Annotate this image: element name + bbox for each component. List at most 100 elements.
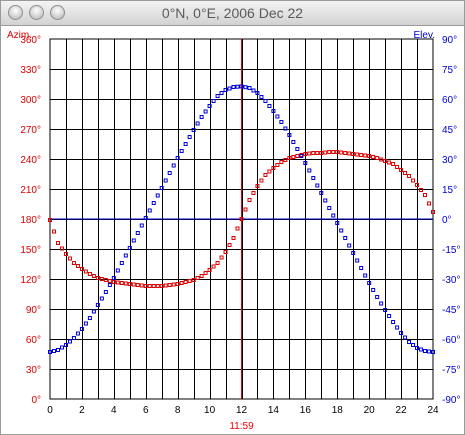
- azimuth-point: [407, 174, 412, 178]
- hour-tick-label: 10: [204, 405, 216, 416]
- azimuth-point: [123, 281, 128, 286]
- azimuth-point: [191, 278, 196, 282]
- elevation-point: [371, 288, 376, 292]
- elevation-point: [263, 99, 268, 103]
- azimuth-point: [359, 153, 364, 157]
- elevation-tick-label: -30°: [442, 275, 460, 286]
- azimuth-point: [395, 165, 400, 169]
- azimuth-point: [239, 217, 244, 221]
- elevation-point: [331, 213, 336, 218]
- elevation-point: [199, 115, 204, 119]
- current-time-label: 11:59: [229, 421, 254, 432]
- elevation-point: [419, 347, 424, 352]
- elevation-point: [123, 253, 128, 258]
- elevation-point: [335, 221, 340, 225]
- azimuth-point: [347, 151, 352, 156]
- elevation-point: [355, 258, 360, 263]
- elevation-tick-label: -75°: [442, 365, 460, 376]
- azimuth-point: [427, 201, 432, 206]
- elevation-point: [379, 301, 384, 306]
- azimuth-point: [95, 276, 100, 280]
- azimuth-point: [315, 151, 320, 155]
- elevation-point: [251, 88, 256, 93]
- zoom-button[interactable]: [50, 5, 65, 20]
- elevation-tick-label: -90°: [442, 395, 460, 406]
- elevation-point: [287, 133, 292, 137]
- elevation-axis-label: Elev.: [414, 30, 436, 41]
- azimuth-point: [167, 283, 172, 287]
- elevation-point: [151, 201, 156, 205]
- elevation-point: [95, 303, 100, 307]
- azimuth-tick-label: 210°: [20, 185, 41, 196]
- azimuth-point: [71, 261, 76, 265]
- elevation-point: [223, 88, 228, 92]
- elevation-point: [235, 84, 240, 89]
- hour-tick-label: 0: [47, 405, 53, 416]
- hour-tick-label: 14: [268, 405, 280, 416]
- azimuth-point: [243, 207, 248, 212]
- elevation-point: [271, 109, 276, 113]
- minimize-button[interactable]: [29, 5, 44, 20]
- azimuth-point: [231, 236, 236, 240]
- azimuth-point: [51, 229, 56, 234]
- elevation-point: [231, 85, 236, 89]
- azimuth-point: [399, 168, 404, 172]
- azimuth-point: [411, 178, 416, 183]
- elevation-point: [295, 147, 300, 151]
- hour-tick-label: 24: [427, 405, 439, 416]
- elevation-point: [427, 349, 432, 354]
- elevation-point: [391, 320, 396, 324]
- azimuth-tick-label: 270°: [20, 125, 41, 136]
- elevation-point: [323, 198, 328, 203]
- title-bar: 0°N, 0°E, 2006 Dec 22: [1, 1, 464, 26]
- elevation-point: [187, 135, 192, 139]
- elevation-tick-label: -60°: [442, 335, 460, 346]
- azimuth-point: [311, 151, 316, 155]
- elevation-point: [159, 186, 164, 190]
- azimuth-tick-label: 330°: [20, 65, 41, 76]
- azimuth-point: [423, 193, 428, 197]
- elevation-tick-label: 15°: [442, 185, 457, 196]
- azimuth-point: [55, 241, 60, 245]
- azimuth-point: [223, 250, 228, 254]
- elevation-tick-label: 60°: [442, 95, 457, 106]
- elevation-point: [311, 176, 316, 180]
- hour-tick-label: 6: [143, 405, 149, 416]
- elevation-point: [111, 276, 116, 280]
- elevation-point: [291, 140, 296, 144]
- azimuth-point: [267, 169, 272, 174]
- azimuth-axis-label: Azim.: [7, 30, 32, 41]
- elevation-tick-label: -15°: [442, 245, 460, 256]
- elevation-point: [387, 314, 392, 318]
- elevation-point: [215, 94, 220, 98]
- elevation-point: [275, 114, 280, 119]
- azimuth-point: [155, 284, 160, 288]
- close-button[interactable]: [8, 5, 23, 20]
- azimuth-axis-ticks: 0° 30° 60° 90° 120° 150° 180° 210° 240° 270° 300° 3…: [20, 35, 41, 406]
- azimuth-point: [139, 283, 144, 288]
- elevation-point: [59, 345, 64, 350]
- elevation-point: [319, 191, 324, 195]
- azimuth-point: [171, 282, 176, 287]
- hour-tick-label: 8: [175, 405, 181, 416]
- azimuth-point: [235, 226, 240, 231]
- azimuth-point: [247, 198, 252, 202]
- azimuth-point: [87, 272, 92, 276]
- azimuth-point: [143, 284, 148, 288]
- azimuth-point: [215, 261, 220, 265]
- azimuth-point: [195, 276, 200, 280]
- elevation-tick-label: -45°: [442, 305, 460, 316]
- azimuth-point: [295, 154, 300, 158]
- azimuth-point: [391, 162, 396, 166]
- elevation-point: [163, 178, 168, 183]
- elevation-point: [283, 126, 288, 131]
- azimuth-tick-label: 360°: [20, 35, 41, 46]
- elevation-point: [267, 104, 272, 108]
- azimuth-point: [283, 158, 288, 162]
- azimuth-point: [339, 150, 344, 155]
- azimuth-point: [323, 150, 328, 155]
- azimuth-tick-label: 120°: [20, 275, 41, 286]
- azimuth-point: [263, 173, 268, 177]
- elevation-point: [351, 251, 356, 255]
